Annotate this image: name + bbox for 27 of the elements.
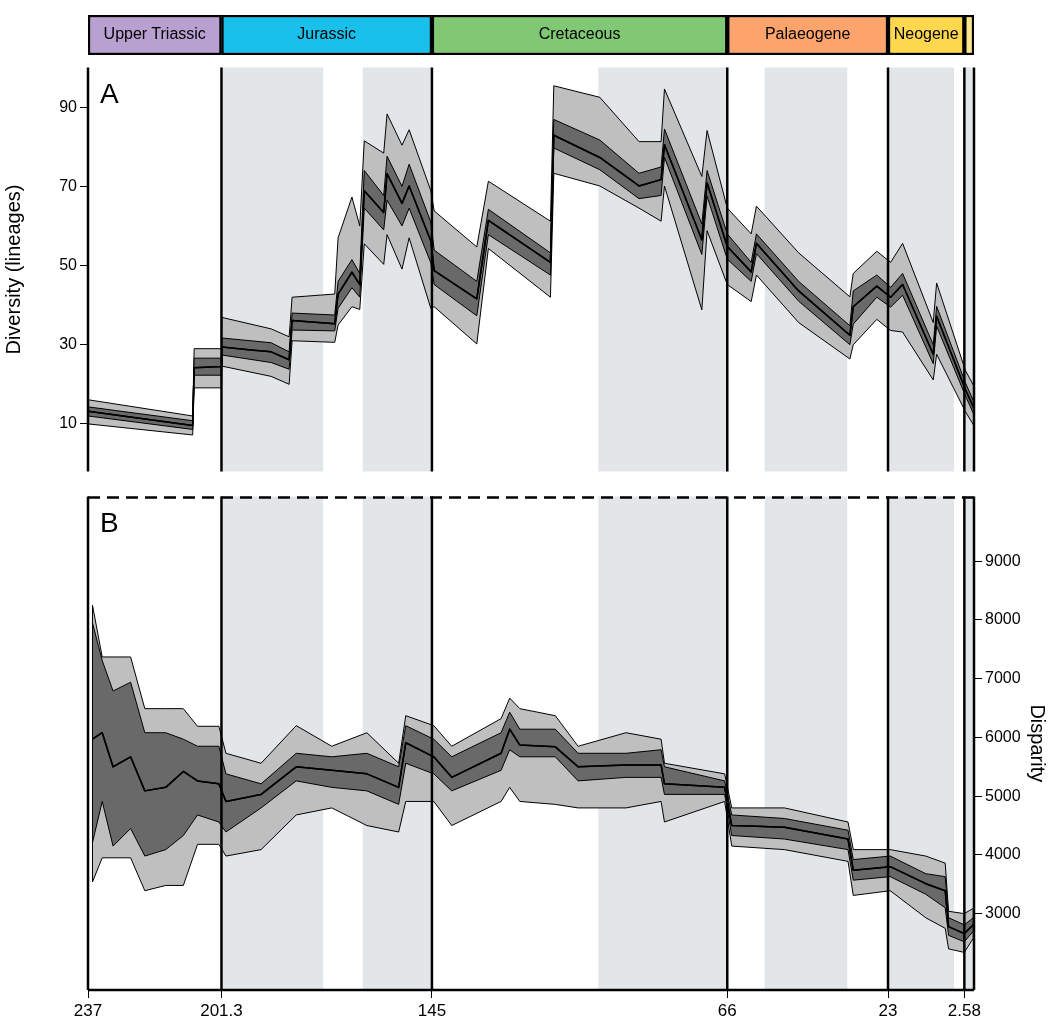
y2-tick-label: 8000 xyxy=(985,610,1021,628)
y-tick-label: 70 xyxy=(59,176,78,194)
y-axis-title: Diversity (lineages) xyxy=(1,184,24,355)
y-tick-label: 10 xyxy=(59,414,78,432)
y2-tick-label: 6000 xyxy=(985,727,1021,745)
y2-tick-label: 7000 xyxy=(985,669,1021,687)
y2-tick-label: 9000 xyxy=(985,551,1021,569)
annotation: B xyxy=(100,507,119,539)
y2-tick-label: 5000 xyxy=(985,786,1021,804)
y2-tick-label: 3000 xyxy=(985,904,1021,922)
x-tick-label: 237 xyxy=(73,1000,103,1020)
y-tick-label: 30 xyxy=(59,335,78,353)
x-tick-label: 201.3 xyxy=(200,1000,243,1020)
series-label: Upper Triassic xyxy=(103,25,206,43)
y-tick-label: 50 xyxy=(59,255,78,273)
x-tick-label: 2.58 xyxy=(947,1000,981,1020)
annotation: A xyxy=(100,78,119,110)
x-tick-label: 66 xyxy=(717,1000,737,1020)
series-label: Cretaceous xyxy=(538,25,621,43)
y-tick-label: 90 xyxy=(59,97,78,115)
series-label: Palaeogene xyxy=(764,25,851,43)
series-label: Jurassic xyxy=(297,25,357,43)
x-tick-label: 145 xyxy=(417,1000,447,1020)
x-tick-label: 23 xyxy=(878,1000,898,1020)
y2-axis-title: Disparity xyxy=(1027,704,1050,783)
series-label: Neogene xyxy=(893,25,959,43)
y2-tick-label: 4000 xyxy=(985,845,1021,863)
